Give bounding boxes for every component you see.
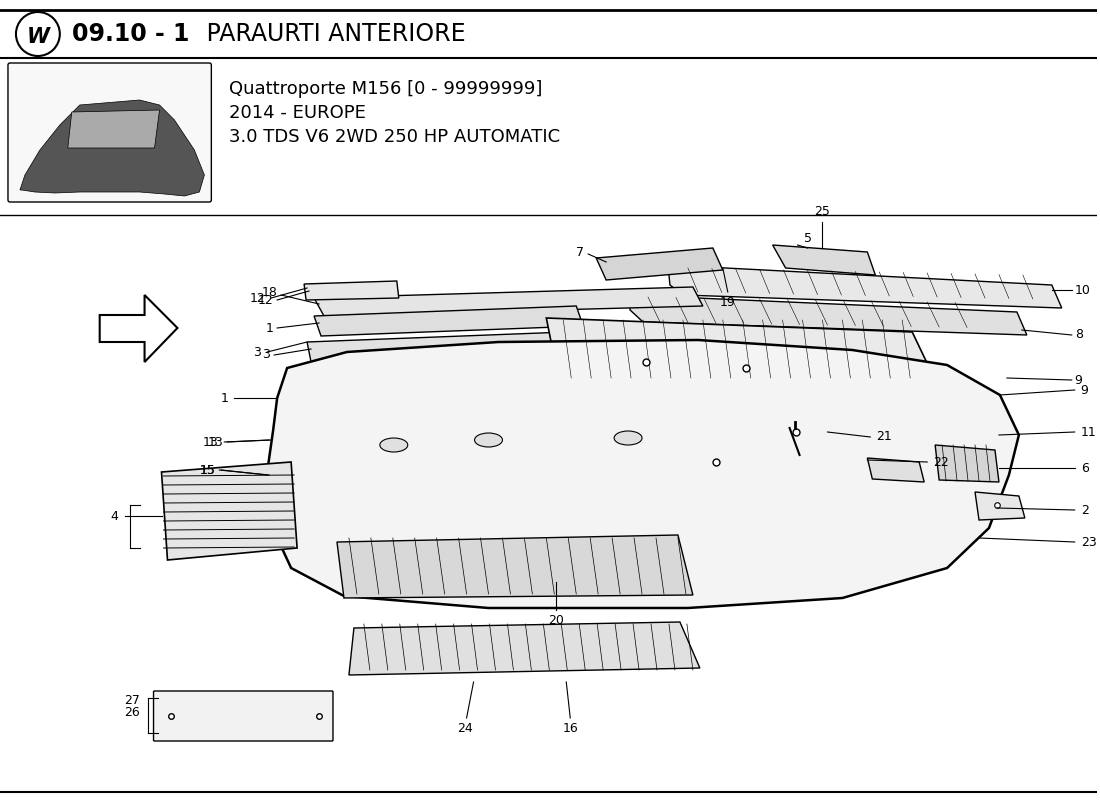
Text: 3: 3 [262,349,271,362]
Text: 16: 16 [562,722,579,735]
Text: 24: 24 [456,722,473,735]
Circle shape [519,544,548,572]
Text: 13: 13 [208,435,223,449]
Polygon shape [349,622,700,675]
Text: 1: 1 [265,322,273,334]
Polygon shape [314,287,703,316]
Text: 7: 7 [576,246,584,258]
Text: 25: 25 [814,205,830,218]
Text: 13: 13 [202,435,218,449]
Text: 26: 26 [124,706,140,718]
Text: 2014 - EUROPE: 2014 - EUROPE [229,104,366,122]
Text: 15: 15 [199,463,216,477]
Ellipse shape [614,431,642,445]
Polygon shape [304,281,399,300]
Text: 20: 20 [549,614,564,627]
Text: 6: 6 [1080,462,1089,474]
Text: W: W [26,27,50,47]
Text: PARAURTI ANTERIORE: PARAURTI ANTERIORE [199,22,466,46]
Text: 12: 12 [257,294,273,306]
Polygon shape [668,265,1062,308]
Polygon shape [307,332,570,362]
Text: 3: 3 [253,346,261,358]
Text: 8: 8 [1075,329,1082,342]
Polygon shape [975,492,1025,520]
FancyBboxPatch shape [154,691,333,741]
Polygon shape [267,340,1019,608]
Polygon shape [628,295,1027,335]
Text: 11: 11 [1080,426,1097,438]
Circle shape [632,547,654,569]
Text: 3.0 TDS V6 2WD 250 HP AUTOMATIC: 3.0 TDS V6 2WD 250 HP AUTOMATIC [229,128,560,146]
Polygon shape [596,248,723,280]
Text: 10: 10 [1075,283,1090,297]
Text: 4: 4 [111,510,119,522]
Text: 09.10 - 1: 09.10 - 1 [72,22,189,46]
Text: 23: 23 [1080,535,1097,549]
Text: 5: 5 [803,232,812,245]
Ellipse shape [474,433,503,447]
Polygon shape [337,535,693,598]
Text: 19: 19 [719,296,736,309]
Text: 21: 21 [877,430,892,443]
Text: 2: 2 [1080,503,1089,517]
Text: 9: 9 [1080,383,1089,397]
Text: 18: 18 [262,286,277,299]
Text: 15: 15 [199,463,216,477]
Ellipse shape [379,438,408,452]
Polygon shape [20,100,205,196]
Text: 27: 27 [123,694,140,706]
Polygon shape [314,306,583,336]
Polygon shape [100,295,177,362]
Polygon shape [162,462,297,560]
Polygon shape [935,445,999,482]
Circle shape [16,12,59,56]
Text: 22: 22 [933,455,949,469]
Polygon shape [68,110,160,148]
Text: 12: 12 [250,291,265,305]
Polygon shape [547,318,935,380]
Text: 1: 1 [220,391,229,405]
Text: Quattroporte M156 [0 - 99999999]: Quattroporte M156 [0 - 99999999] [229,80,542,98]
FancyBboxPatch shape [8,63,211,202]
Text: 9: 9 [1075,374,1082,386]
Polygon shape [772,245,876,275]
Polygon shape [868,458,924,482]
